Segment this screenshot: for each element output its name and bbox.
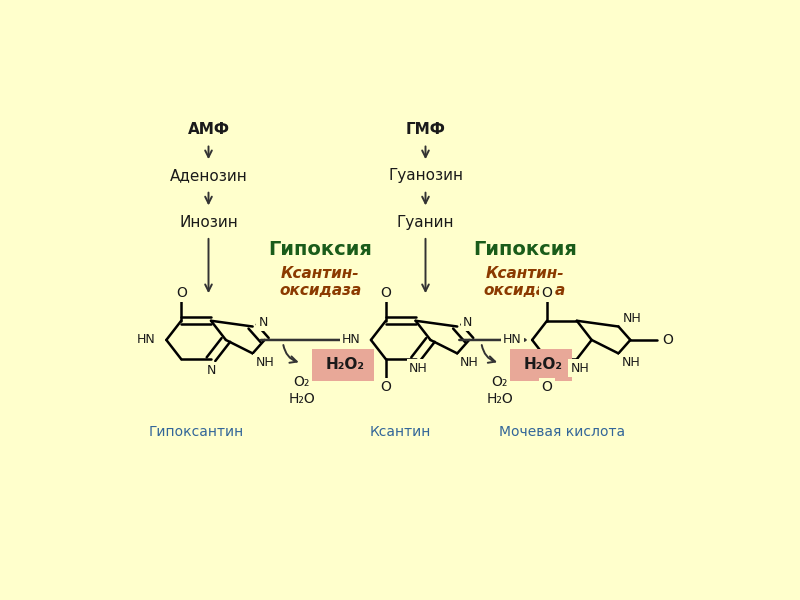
- Text: O: O: [542, 286, 553, 300]
- Text: NH: NH: [623, 312, 642, 325]
- Text: N: N: [206, 364, 216, 377]
- Text: NH: NH: [256, 356, 274, 369]
- Text: NH: NH: [622, 356, 640, 369]
- Text: O: O: [542, 380, 553, 394]
- Text: Гуанозин: Гуанозин: [388, 169, 463, 184]
- Text: N: N: [258, 316, 268, 329]
- Text: O: O: [380, 286, 391, 300]
- Text: O: O: [662, 333, 673, 347]
- Text: АМФ: АМФ: [187, 122, 230, 137]
- Text: NH: NH: [460, 356, 479, 369]
- Text: NH: NH: [570, 362, 589, 374]
- Text: HN: HN: [342, 334, 361, 346]
- Text: HN: HN: [137, 334, 156, 346]
- Text: H₂O: H₂O: [486, 392, 514, 406]
- Text: O₂: O₂: [294, 374, 310, 389]
- Text: N: N: [463, 316, 473, 329]
- FancyBboxPatch shape: [510, 349, 573, 380]
- Text: Гипоксия: Гипоксия: [268, 241, 372, 259]
- Text: Ксантин-
оксидаза: Ксантин- оксидаза: [279, 266, 362, 298]
- Text: Гипоксия: Гипоксия: [473, 241, 577, 259]
- Text: O: O: [380, 380, 391, 394]
- Text: Инозин: Инозин: [179, 215, 238, 230]
- Text: Гуанин: Гуанин: [397, 215, 454, 230]
- Text: Ксантин: Ксантин: [370, 425, 431, 439]
- Text: O: O: [176, 286, 186, 300]
- Text: Аденозин: Аденозин: [170, 169, 247, 184]
- Text: H₂O: H₂O: [288, 392, 315, 406]
- Text: Ксантин-
оксидаза: Ксантин- оксидаза: [483, 266, 566, 298]
- Text: Гипоксантин: Гипоксантин: [149, 425, 244, 439]
- FancyBboxPatch shape: [312, 349, 374, 380]
- Text: O₂: O₂: [492, 374, 508, 389]
- Text: NH: NH: [409, 362, 428, 374]
- Text: H₂O₂: H₂O₂: [326, 357, 364, 372]
- Text: ГМФ: ГМФ: [406, 122, 446, 137]
- Text: Мочевая кислота: Мочевая кислота: [499, 425, 625, 439]
- Text: H₂O₂: H₂O₂: [524, 357, 562, 372]
- Text: HN: HN: [503, 334, 522, 346]
